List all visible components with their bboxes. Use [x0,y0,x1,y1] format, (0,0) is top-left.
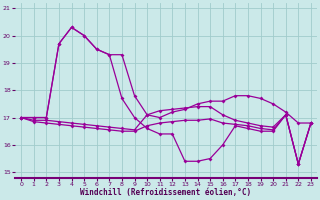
X-axis label: Windchill (Refroidissement éolien,°C): Windchill (Refroidissement éolien,°C) [80,188,252,197]
